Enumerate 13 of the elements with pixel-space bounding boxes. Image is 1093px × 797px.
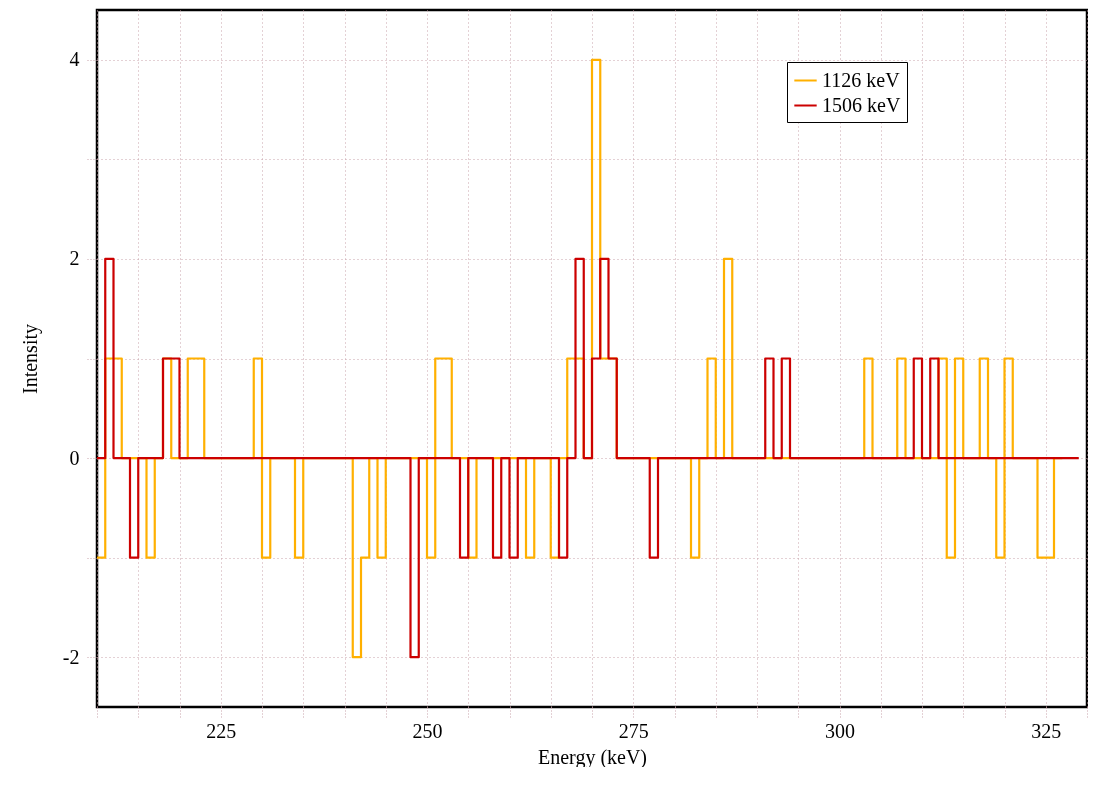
x-tick-label: 275 [618,719,649,742]
x-tick-label: 225 [206,719,237,742]
legend-label: 1126 keV [822,68,901,91]
y-tick-label: 2 [69,247,80,270]
y-tick-label: 0 [69,446,80,469]
legend-label: 1506 keV [822,93,901,116]
x-tick-label: 250 [412,719,443,742]
y-axis-title: Intensity [18,324,42,394]
x-tick-label: 300 [825,719,855,742]
y-tick-label: -2 [62,645,80,668]
y-tick-label: 4 [69,48,80,71]
x-tick-label: 325 [1031,719,1062,742]
x-axis-title: Energy (keV) [537,745,648,769]
